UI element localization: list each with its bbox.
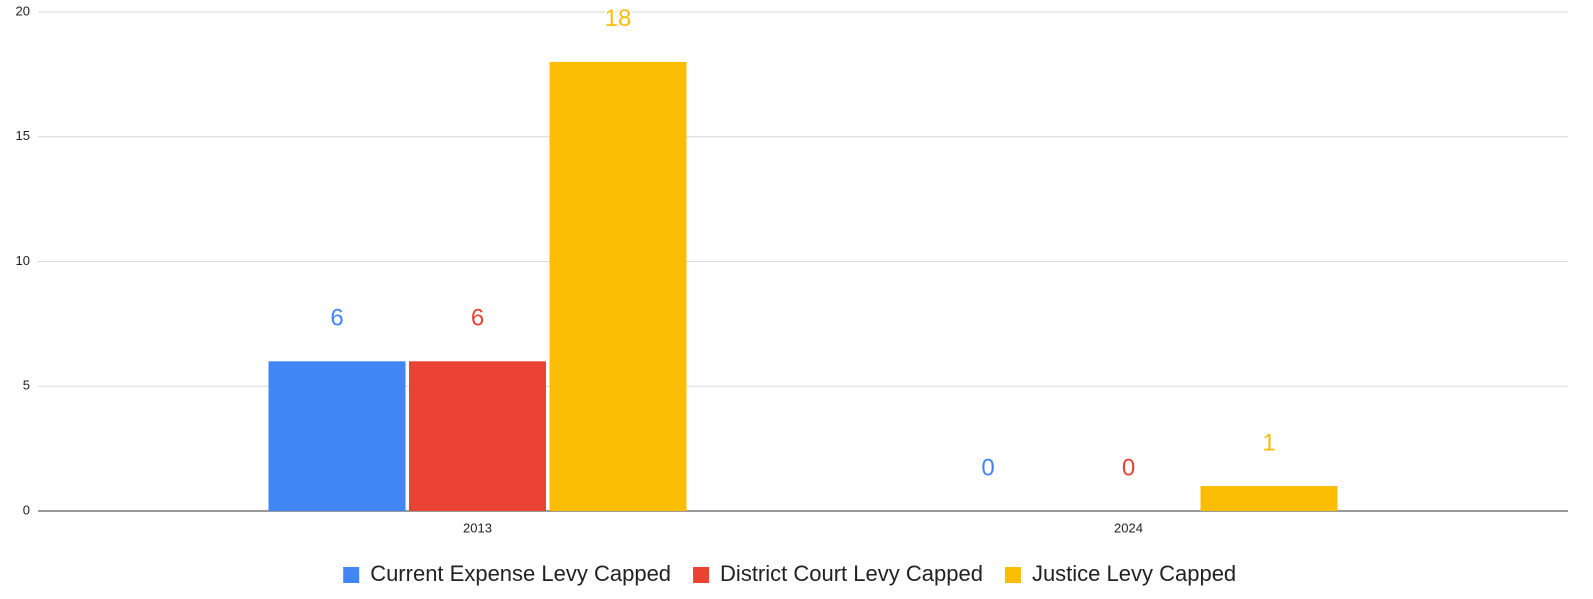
x-tick-label: 2013: [463, 520, 492, 535]
value-label: 6: [330, 305, 343, 332]
legend-swatch: [1004, 567, 1021, 583]
y-tick-label: 20: [16, 3, 30, 18]
y-tick-label: 5: [23, 378, 30, 393]
y-tick-label: 0: [23, 502, 30, 517]
bar: [549, 61, 687, 512]
value-label: 18: [605, 5, 632, 32]
legend-swatch: [693, 567, 710, 583]
value-label: 6: [471, 305, 484, 332]
value-label: 0: [1122, 454, 1135, 481]
y-tick-label: 10: [16, 253, 30, 268]
legend-swatch: [343, 567, 360, 583]
legend-label: Justice Levy Capped: [1032, 561, 1236, 586]
bar: [1200, 486, 1338, 511]
legend-label: Current Expense Levy Capped: [370, 561, 671, 586]
legend-label: District Court Levy Capped: [720, 561, 983, 586]
value-label: 1: [1262, 429, 1275, 456]
y-tick-label: 15: [16, 128, 30, 143]
x-tick-label: 2024: [1114, 520, 1143, 535]
value-label: 0: [981, 454, 994, 481]
bar: [268, 361, 406, 511]
bar: [409, 361, 546, 511]
